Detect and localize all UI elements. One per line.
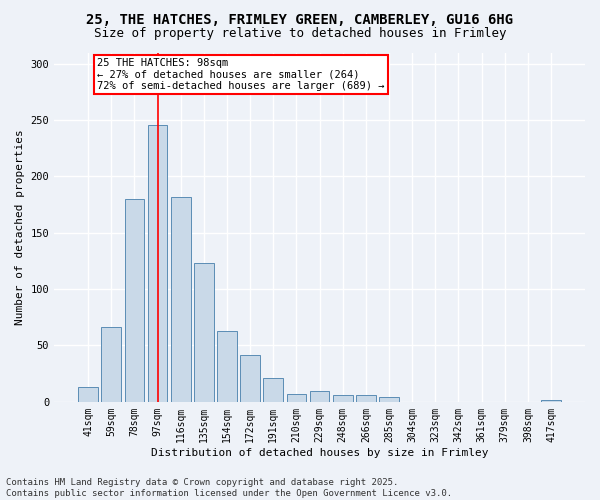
Bar bbox=[310, 390, 329, 402]
Bar bbox=[101, 328, 121, 402]
Y-axis label: Number of detached properties: Number of detached properties bbox=[15, 130, 25, 325]
Bar bbox=[287, 394, 306, 402]
Bar bbox=[263, 378, 283, 402]
Bar bbox=[194, 263, 214, 402]
Text: 25 THE HATCHES: 98sqm
← 27% of detached houses are smaller (264)
72% of semi-det: 25 THE HATCHES: 98sqm ← 27% of detached … bbox=[97, 58, 385, 92]
Bar bbox=[379, 398, 399, 402]
Text: Contains HM Land Registry data © Crown copyright and database right 2025.
Contai: Contains HM Land Registry data © Crown c… bbox=[6, 478, 452, 498]
Text: Size of property relative to detached houses in Frimley: Size of property relative to detached ho… bbox=[94, 28, 506, 40]
Bar bbox=[171, 196, 191, 402]
Bar bbox=[333, 395, 353, 402]
Bar bbox=[217, 331, 237, 402]
Bar bbox=[241, 354, 260, 402]
Bar bbox=[125, 199, 144, 402]
Bar bbox=[356, 395, 376, 402]
Bar bbox=[148, 124, 167, 402]
X-axis label: Distribution of detached houses by size in Frimley: Distribution of detached houses by size … bbox=[151, 448, 488, 458]
Text: 25, THE HATCHES, FRIMLEY GREEN, CAMBERLEY, GU16 6HG: 25, THE HATCHES, FRIMLEY GREEN, CAMBERLE… bbox=[86, 12, 514, 26]
Bar bbox=[78, 387, 98, 402]
Bar bbox=[541, 400, 561, 402]
